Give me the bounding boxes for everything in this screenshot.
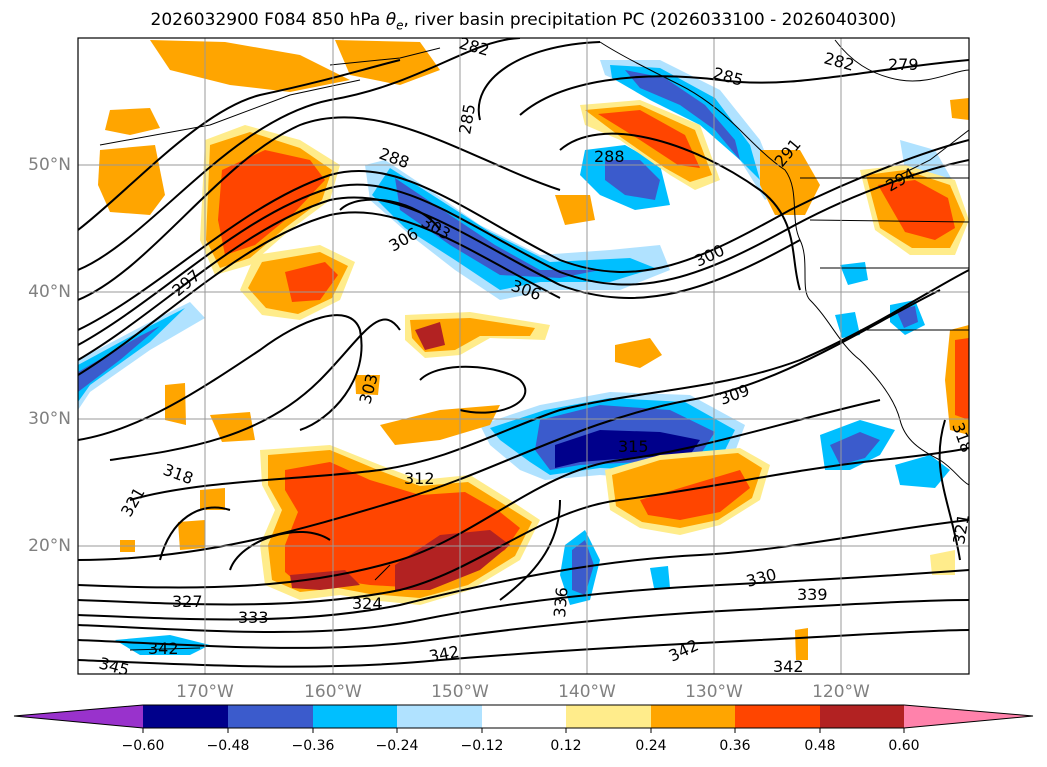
lat-label-30n: 30°N [28, 409, 71, 429]
colorbar-bin [651, 705, 735, 728]
contour-label: 321 [949, 512, 973, 545]
contour-label: 333 [238, 608, 269, 627]
theta-e-contours [78, 38, 969, 668]
map-plot-area: 282 285 282 279 285 288 288 303 306 306 … [78, 38, 973, 680]
colorbar-bin [228, 705, 313, 728]
title-subscript: e [396, 18, 404, 33]
contour-label: 312 [404, 469, 435, 488]
contour-label: 342 [148, 639, 179, 658]
colorbar-tick-label: 0.48 [804, 738, 836, 754]
colorbar-tick-label: −0.12 [460, 738, 504, 754]
colorbar-extend-max [904, 705, 1033, 728]
colorbar-extend-min [14, 705, 143, 728]
contour-label: 315 [618, 437, 649, 456]
colorbar-tick-label: 0.60 [888, 738, 920, 754]
gridlines [78, 38, 969, 674]
colorbar-tick-label: 0.36 [719, 738, 751, 754]
colorbar [13, 704, 1034, 733]
contour-label: 342 [773, 657, 804, 676]
lon-label-160w: 160°W [304, 682, 362, 702]
lat-label-20n: 20°N [28, 536, 71, 556]
title-symbol: θ [385, 10, 397, 30]
contour-label: 339 [797, 585, 828, 604]
lon-label-120w: 120°W [812, 682, 870, 702]
colorbar-tick-label: −0.24 [375, 738, 419, 754]
colorbar-bin [820, 705, 904, 728]
contour-label: 345 [97, 654, 131, 680]
title-prefix: 2026032900 F084 850 hPa [150, 10, 386, 30]
contour-label: 336 [550, 586, 572, 618]
colorbar-bin [143, 705, 228, 728]
lat-label-40n: 40°N [28, 282, 71, 302]
colorbar-bin [313, 705, 397, 728]
coastlines [99, 39, 969, 651]
lat-label-50n: 50°N [28, 155, 71, 175]
contour-label: 324 [352, 594, 383, 613]
colorbar-tick-label: −0.60 [121, 738, 165, 754]
colorbar-bin [397, 705, 482, 728]
colorbar-bin [482, 705, 566, 728]
contour-label: 279 [888, 55, 919, 74]
colorbar-tick-label: 0.12 [550, 738, 582, 754]
colorbar-bin [566, 705, 651, 728]
lon-label-140w: 140°W [558, 682, 616, 702]
contour-label: 327 [172, 592, 203, 611]
figure-title: 2026032900 F084 850 hPa θe, river basin … [0, 10, 1047, 32]
colorbar-tick-label: −0.48 [206, 738, 250, 754]
lon-label-150w: 150°W [431, 682, 489, 702]
lon-label-130w: 130°W [685, 682, 743, 702]
colorbar-tick-label: 0.24 [635, 738, 667, 754]
contour-label: 288 [594, 147, 625, 166]
lon-label-170w: 170°W [176, 682, 234, 702]
colorbar-tick-label: −0.36 [291, 738, 335, 754]
title-suffix: , river basin precipitation PC (20260331… [403, 10, 897, 30]
map-frame [77, 37, 970, 675]
colorbar-bin [735, 705, 820, 728]
